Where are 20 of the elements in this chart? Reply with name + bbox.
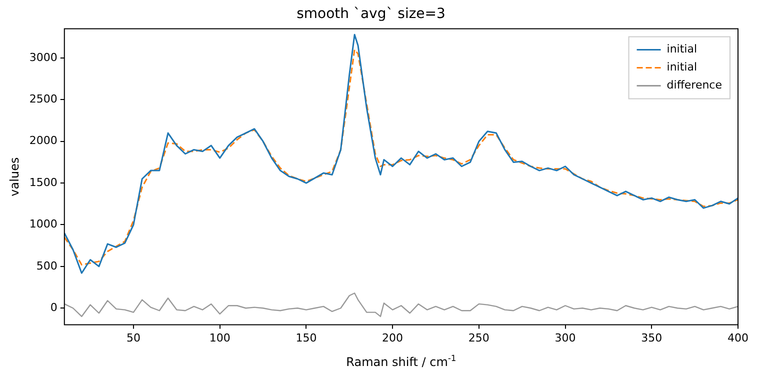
x-tick-label: 250 (468, 331, 490, 344)
x-tick-label: 350 (641, 331, 662, 344)
legend-label: initial (666, 60, 698, 74)
x-tick-label: 50 (126, 331, 140, 344)
x-tick-label: 400 (728, 331, 748, 344)
chart-title: smooth `avg` size=3 (296, 6, 446, 22)
y-tick-label: 500 (36, 259, 58, 272)
x-tick-label: 150 (296, 331, 317, 344)
y-tick-label: 3000 (29, 50, 58, 64)
y-tick-label: 2000 (29, 134, 58, 148)
legend-label: difference (666, 78, 722, 92)
x-tick-label: 100 (209, 331, 230, 344)
y-tick-label: 2500 (29, 92, 58, 106)
x-tick-label: 300 (554, 331, 576, 344)
y-axis-title: values (7, 157, 22, 196)
y-tick-label: 1000 (29, 218, 58, 231)
y-tick-label: 0 (50, 300, 58, 314)
x-tick-label: 200 (382, 331, 404, 344)
legend-label: initial (666, 42, 698, 56)
y-tick-label: 1500 (29, 176, 58, 189)
